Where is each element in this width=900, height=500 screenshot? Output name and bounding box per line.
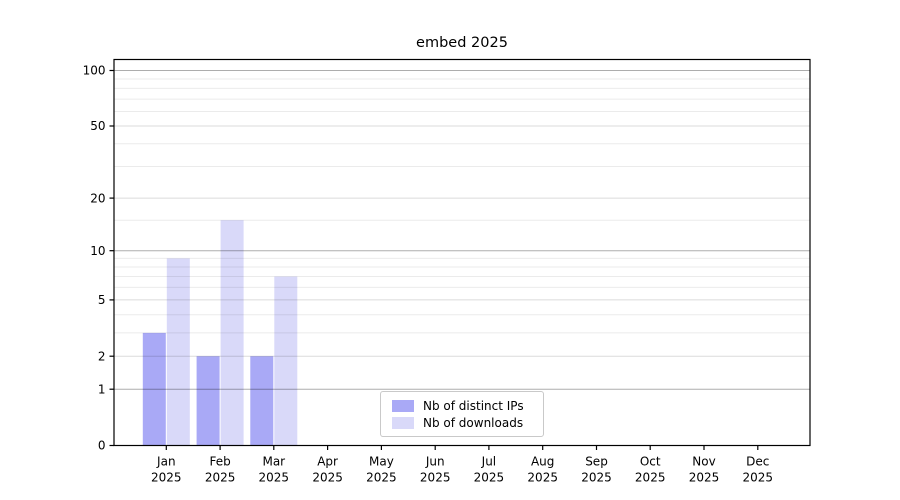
x-tick-label-month: Oct (640, 455, 661, 469)
x-tick-label-month: Sep (585, 455, 608, 469)
x-tick-label-year: 2025 (581, 471, 612, 485)
legend-swatch-downloads (392, 417, 414, 429)
plot-border (113, 58, 811, 447)
x-tick-label-year: 2025 (420, 471, 451, 485)
bar-distinct-ips-mar (250, 356, 274, 446)
y-tick-label: 2 (98, 349, 106, 363)
y-tick-label: 1 (98, 382, 106, 396)
x-tick-label-year: 2025 (743, 471, 774, 485)
x-tick-label-year: 2025 (366, 471, 397, 485)
y-tick-label: 5 (98, 293, 106, 307)
bar-downloads-jan (166, 258, 190, 446)
y-tick-label: 50 (90, 119, 105, 133)
x-tick-label-month: Apr (317, 455, 338, 469)
x-tick-label-year: 2025 (527, 471, 558, 485)
x-tick-label-year: 2025 (151, 471, 182, 485)
x-tick-label-month: Jan (156, 455, 176, 469)
bar-distinct-ips-jan (142, 332, 166, 446)
legend-label-downloads: Nb of downloads (423, 416, 524, 430)
x-tick-label-month: May (369, 455, 394, 469)
x-tick-label-month: Mar (262, 455, 285, 469)
x-tick-label-year: 2025 (689, 471, 720, 485)
y-tick-label: 10 (90, 244, 105, 258)
x-tick-label-year: 2025 (474, 471, 505, 485)
x-tick-label-month: Jul (481, 455, 496, 469)
legend: Nb of distinct IPs Nb of downloads (380, 391, 544, 437)
legend-item-distinct-ips: Nb of distinct IPs (392, 398, 543, 414)
x-tick-label-year: 2025 (205, 471, 236, 485)
x-tick-label-month: Feb (209, 455, 230, 469)
x-tick-label-month: Dec (746, 455, 769, 469)
legend-item-downloads: Nb of downloads (392, 415, 543, 431)
y-tick-label: 0 (98, 439, 106, 453)
x-tick-label-year: 2025 (312, 471, 343, 485)
bar-downloads-feb (220, 220, 244, 446)
x-tick-label-month: Aug (531, 455, 554, 469)
legend-label-distinct-ips: Nb of distinct IPs (423, 399, 524, 413)
legend-swatch-distinct-ips (392, 400, 414, 412)
y-tick-label: 100 (83, 64, 106, 78)
bar-downloads-mar (274, 276, 298, 446)
x-tick-label-month: Nov (692, 455, 715, 469)
y-tick-label: 20 (90, 191, 105, 205)
x-tick-label-year: 2025 (635, 471, 666, 485)
chart-title: embed 2025 (416, 35, 508, 51)
x-tick-label-month: Jun (425, 455, 445, 469)
bar-distinct-ips-feb (196, 356, 220, 446)
x-tick-label-year: 2025 (259, 471, 290, 485)
